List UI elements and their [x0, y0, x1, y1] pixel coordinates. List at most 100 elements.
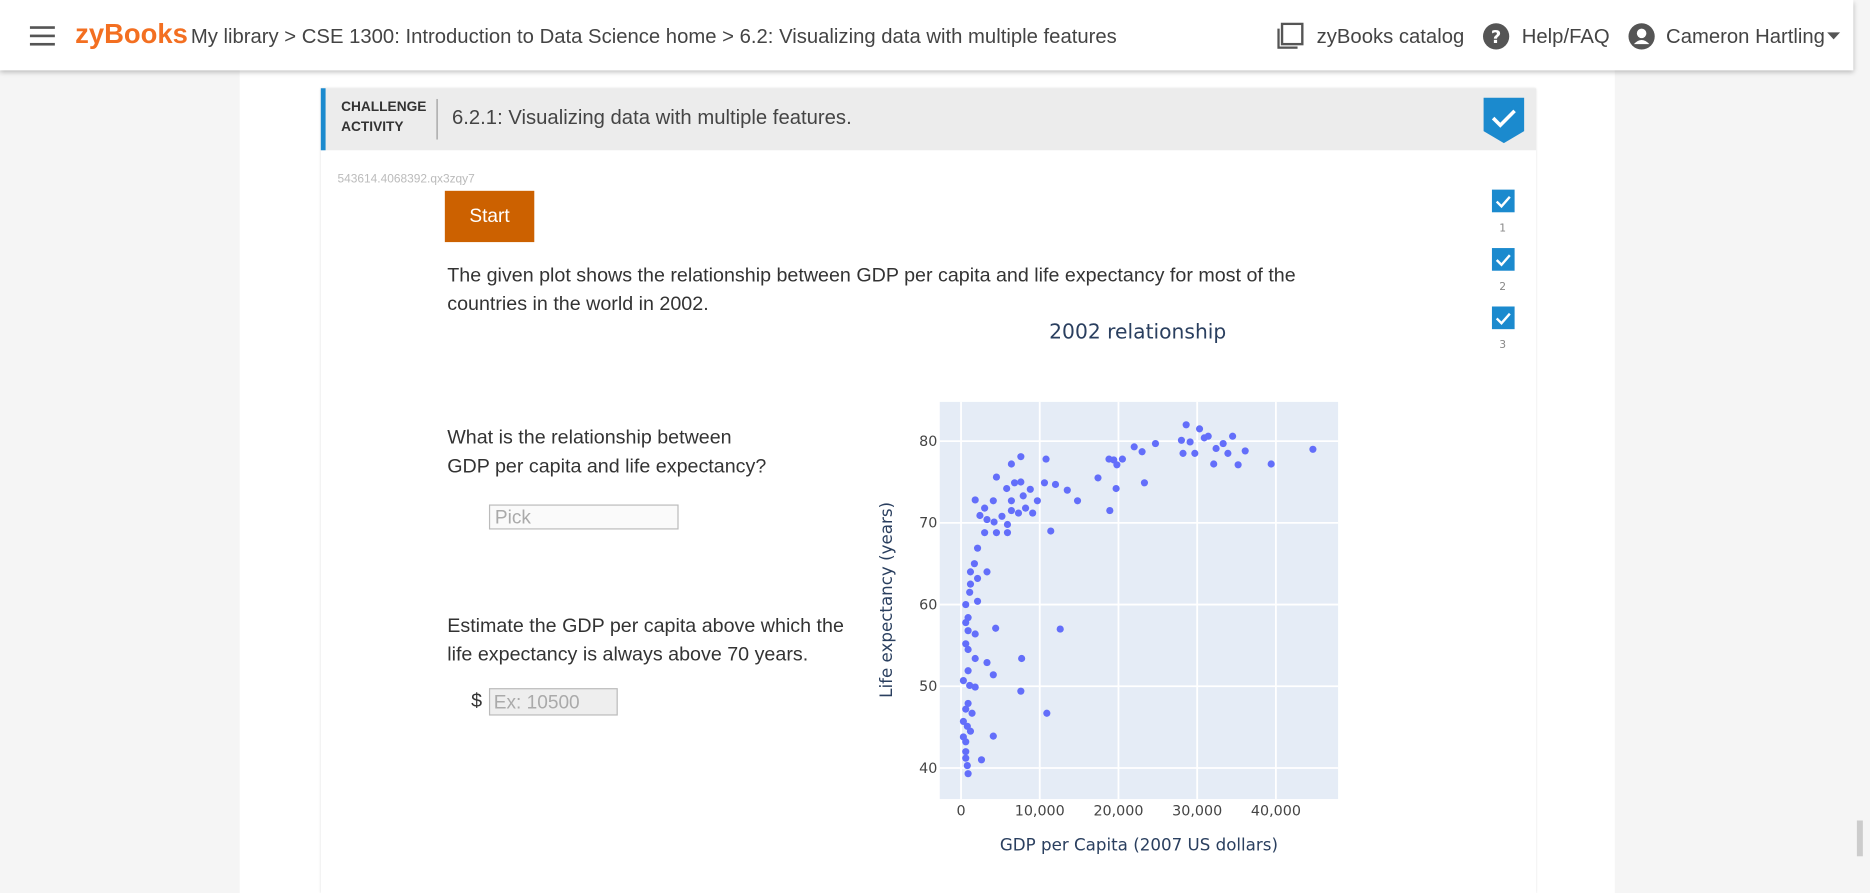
data-point: [1118, 455, 1126, 463]
step-check: [1491, 189, 1515, 213]
user-menu[interactable]: Cameron Hartling: [1666, 25, 1825, 48]
data-point: [962, 705, 970, 713]
prompt: The given plot shows the relationship be…: [447, 264, 1296, 315]
activity-bar: [320, 88, 1537, 151]
menu-icon[interactable]: [29, 25, 56, 46]
help-link[interactable]: Help/FAQ: [1521, 25, 1610, 48]
data-point: [981, 529, 989, 537]
data-point: [1026, 485, 1034, 493]
x-tick-label: 0: [956, 804, 965, 820]
breadcrumb[interactable]: My library > CSE 1300: Introduction to D…: [190, 25, 1117, 48]
data-point: [962, 754, 970, 762]
data-point: [973, 597, 982, 605]
data-point: [1007, 460, 1015, 468]
data-point: [1040, 479, 1049, 487]
data-point: [966, 588, 974, 596]
x-tick-label: 30,000: [1172, 804, 1222, 820]
y-axis-label: Life expectancy (years): [877, 502, 896, 698]
catalog-icon: [1277, 22, 1304, 49]
plot-area: [939, 401, 1339, 800]
data-point: [998, 512, 1006, 520]
pick-select[interactable]: Pick: [488, 504, 679, 530]
data-point: [973, 574, 982, 582]
data-point: [990, 518, 998, 526]
data-point: [1112, 484, 1120, 493]
data-point: [966, 568, 975, 576]
data-point: [959, 717, 967, 725]
data-point: [1195, 425, 1204, 433]
data-point: [1229, 432, 1237, 440]
data-point: [1043, 709, 1051, 717]
y-tick-label: 70: [919, 516, 937, 532]
start-button[interactable]: Start: [444, 190, 535, 243]
data-point: [1033, 497, 1041, 505]
data-point: [1224, 449, 1232, 457]
data-point: [959, 676, 967, 685]
step-number: 3: [1499, 338, 1506, 351]
data-point: [1029, 509, 1037, 517]
badge-check: [1491, 109, 1516, 128]
data-point: [983, 515, 991, 524]
data-point: [968, 709, 976, 717]
step-check-mark: [1495, 254, 1511, 267]
data-point: [1003, 520, 1012, 529]
user-icon: [1628, 23, 1655, 50]
data-point: [992, 529, 1001, 537]
y-tick-label: 80: [919, 434, 937, 450]
data-point: [1186, 438, 1194, 446]
divider: [436, 98, 438, 140]
data-point: [1138, 448, 1146, 456]
data-point: [989, 732, 997, 740]
data-point: [966, 681, 974, 690]
data-point: [1017, 687, 1025, 695]
step-check-mark: [1495, 195, 1511, 209]
data-point: [983, 658, 991, 667]
data-point: [962, 738, 970, 746]
data-point: [970, 560, 978, 568]
data-point: [966, 580, 975, 588]
data-point: [962, 618, 970, 627]
data-point: [1017, 453, 1025, 461]
data-point: [977, 756, 986, 764]
y-tick-label: 40: [919, 761, 937, 777]
svg-text:?: ?: [1491, 27, 1501, 48]
activity-kind: CHALLENGE ACTIVITY: [341, 100, 427, 135]
data-point: [1042, 455, 1050, 463]
data-point: [992, 624, 1000, 632]
data-point: [964, 699, 972, 708]
chart-title: 2002 relationship: [1049, 320, 1226, 344]
step-check: [1491, 306, 1515, 330]
data-point: [1017, 478, 1025, 486]
data-point: [971, 654, 979, 663]
data-point: [973, 544, 982, 552]
logo[interactable]: zyBooks: [75, 17, 188, 49]
data-point: [1267, 460, 1275, 468]
gdp-input[interactable]: Ex: 10500: [488, 688, 618, 716]
user-caret: [1827, 32, 1841, 40]
data-point: [983, 568, 991, 576]
data-point: [1191, 449, 1199, 457]
data-point: [1051, 480, 1060, 489]
currency: $: [471, 690, 483, 712]
data-point: [1177, 436, 1186, 444]
data-point: [962, 640, 970, 648]
x-axis-label: GDP per Capita (2007 US dollars): [1000, 835, 1278, 854]
step-check: [1491, 248, 1515, 271]
header: zyBooks My library > CSE 1300: Introduct…: [0, 0, 1854, 71]
help-icon: ?: [1482, 23, 1510, 50]
data-point: [1003, 484, 1011, 493]
data-point: [1234, 461, 1242, 469]
data-point: [989, 497, 997, 505]
data-point: [1241, 447, 1249, 455]
data-point: [1151, 440, 1160, 448]
data-point: [1210, 460, 1218, 468]
data-point: [1094, 474, 1102, 482]
data-point: [971, 630, 979, 638]
data-point: [1212, 444, 1220, 453]
catalog-link[interactable]: zyBooks catalog: [1316, 25, 1465, 48]
data-point: [1019, 492, 1027, 500]
data-point: [1014, 509, 1023, 517]
